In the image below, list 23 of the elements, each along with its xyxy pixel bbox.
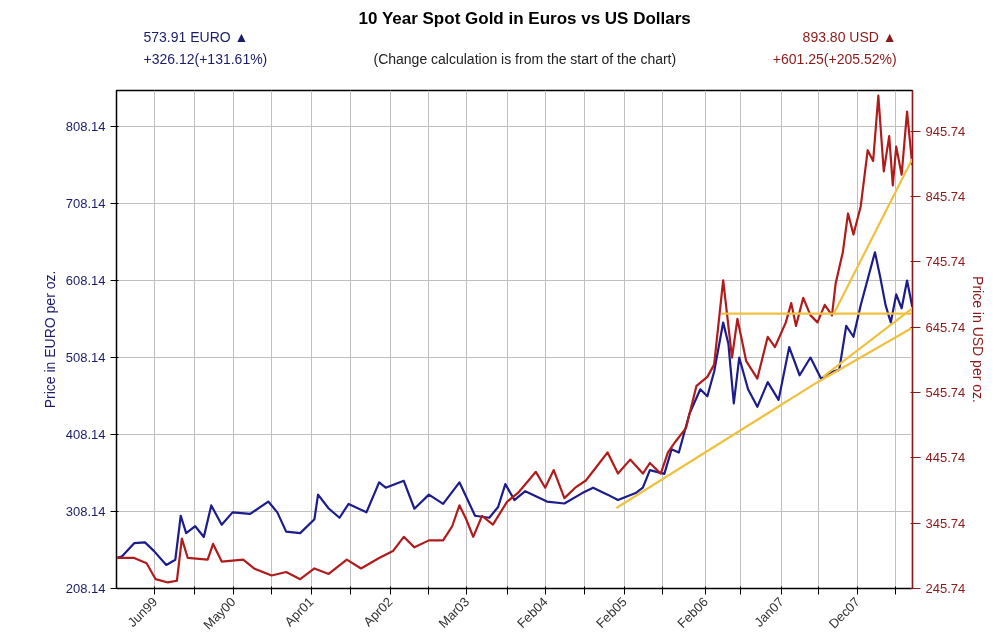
y2-tick-label: 345.74: [925, 515, 966, 531]
y-tick-label: 308.14: [65, 503, 106, 519]
y2-tick-label: 245.74: [925, 581, 966, 596]
y2-tick-label: 545.74: [925, 384, 966, 400]
text: 573.91 EURO ▲: [143, 28, 249, 45]
y-tick-label: 708.14: [65, 195, 106, 211]
text: +326.12(+131.61%): [143, 50, 268, 67]
y2-tick-label: 645.74: [925, 319, 966, 335]
y-tick-label: 608.14: [65, 272, 106, 288]
y-tick-label: 508.14: [65, 349, 106, 365]
text: 893.80 USD ▲: [802, 28, 897, 45]
y-tick-label: 808.14: [65, 118, 106, 134]
text: (Change calculation is from the start of the chart): [373, 50, 677, 67]
y2-axis-title: Price in USD per oz.: [970, 276, 987, 403]
y2-tick-label: 845.74: [925, 188, 966, 204]
y-tick-label: 408.14: [65, 426, 106, 442]
y2-tick-label: 945.74: [925, 123, 966, 139]
text: +601.25(+205.52%): [772, 50, 897, 67]
y-axis-title: Price in EURO per oz.: [41, 270, 58, 409]
y2-tick-label: 445.74: [925, 450, 966, 466]
chart-title: 10 Year Spot Gold in Euros vs US Dollars: [358, 8, 691, 28]
y2-tick-label: 745.74: [925, 254, 966, 270]
y-tick-label: 208.14: [65, 581, 106, 596]
